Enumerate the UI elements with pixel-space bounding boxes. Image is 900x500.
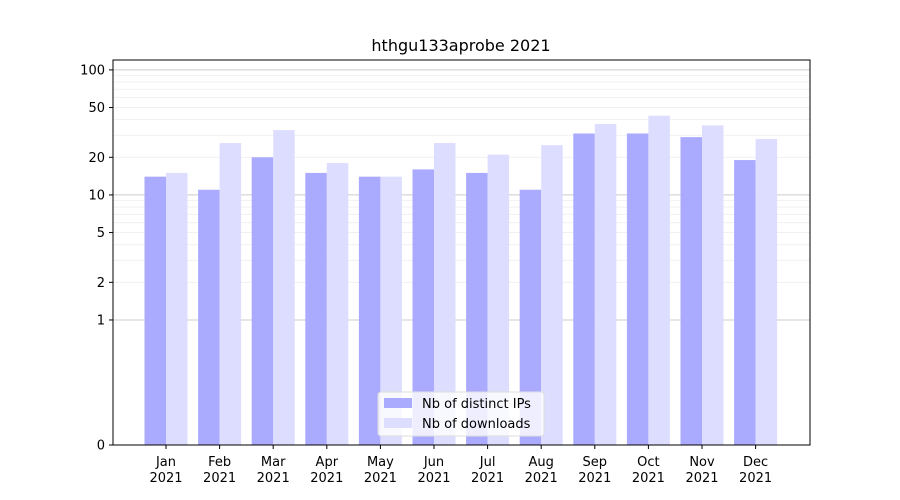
bar-distinct-ips bbox=[573, 133, 595, 445]
bar-distinct-ips bbox=[626, 133, 649, 445]
bar-distinct-ips bbox=[358, 176, 381, 445]
x-tick-label: Sep 2021 bbox=[578, 455, 611, 486]
bar-downloads bbox=[166, 172, 188, 446]
x-tick-label: Apr 2021 bbox=[310, 455, 343, 486]
y-tick-label: 10 bbox=[88, 188, 105, 203]
bar-downloads bbox=[702, 125, 724, 445]
bars-layer bbox=[144, 115, 778, 446]
bar-downloads bbox=[594, 123, 617, 445]
y-tick-label: 2 bbox=[97, 276, 105, 291]
bar-downloads bbox=[326, 163, 349, 445]
bar-distinct-ips bbox=[519, 189, 542, 445]
x-tick-label: May 2021 bbox=[364, 455, 397, 486]
y-tick-label: 1 bbox=[97, 313, 105, 328]
y-tick-label: 5 bbox=[97, 226, 105, 241]
x-tick-label: Jul 2021 bbox=[471, 455, 504, 486]
chart-title: hthgu133aprobe 2021 bbox=[371, 36, 550, 55]
x-tick-label: Nov 2021 bbox=[685, 455, 718, 486]
x-tick-label: Feb 2021 bbox=[203, 455, 236, 486]
legend-swatch-distinct-ips bbox=[384, 398, 412, 408]
bar-distinct-ips bbox=[144, 176, 166, 445]
x-tick-label: Jun 2021 bbox=[417, 455, 450, 486]
x-tick-label: Oct 2021 bbox=[632, 455, 665, 486]
bar-downloads bbox=[648, 115, 670, 445]
axes-layer: 0 1 2 5 10 20 50 100 Jan 2021 Feb 2021 Mar 2021 Apr 202… bbox=[80, 59, 811, 486]
x-tick-label: Aug 2021 bbox=[525, 455, 558, 486]
bar-distinct-ips bbox=[198, 189, 220, 445]
bar-downloads bbox=[380, 176, 402, 445]
bar-downloads bbox=[219, 143, 242, 446]
plot-frame bbox=[112, 59, 811, 446]
bar-downloads bbox=[541, 145, 563, 445]
bar-distinct-ips bbox=[734, 160, 756, 445]
y-tick-label: 20 bbox=[88, 151, 105, 166]
x-tick-label: Dec 2021 bbox=[739, 455, 772, 486]
bar-downloads bbox=[487, 154, 510, 445]
bar-distinct-ips bbox=[466, 172, 488, 446]
bar-distinct-ips bbox=[305, 172, 327, 446]
bar-downloads bbox=[434, 143, 456, 446]
bar-distinct-ips bbox=[412, 169, 434, 445]
x-tick-label: Jan 2021 bbox=[149, 455, 182, 486]
x-tick-label: Mar 2021 bbox=[257, 455, 290, 486]
legend-box bbox=[377, 391, 545, 437]
y-tick-label: 100 bbox=[80, 63, 105, 78]
legend-label-downloads: Nb of downloads bbox=[422, 417, 531, 432]
legend-swatch-downloads bbox=[384, 418, 412, 428]
y-tick-label: 0 bbox=[97, 439, 105, 454]
legend: Nb of distinct IPs Nb of downloads bbox=[377, 391, 545, 437]
bar-downloads bbox=[273, 130, 295, 445]
bar-downloads bbox=[755, 139, 778, 445]
bar-distinct-ips bbox=[251, 157, 274, 446]
legend-label-distinct-ips: Nb of distinct IPs bbox=[422, 397, 531, 412]
y-tick-label: 50 bbox=[88, 101, 105, 116]
bar-distinct-ips bbox=[680, 137, 702, 445]
